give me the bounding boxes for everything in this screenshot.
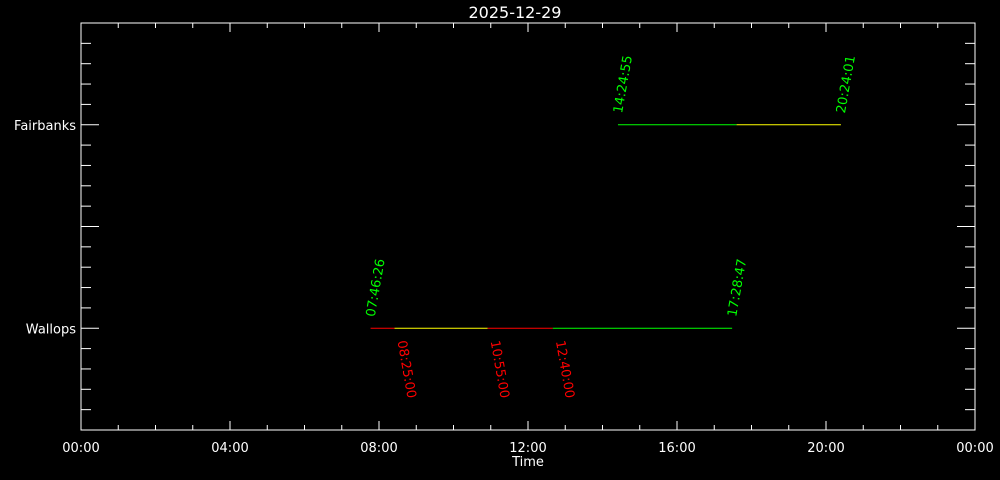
y-tick-label-wallops: Wallops [26, 322, 76, 337]
transition-time-label: 10:55:00 [487, 339, 512, 399]
start-end-time-label: 17:28:47 [725, 258, 750, 318]
x-tick-label: 04:00 [211, 441, 248, 456]
x-tick-label: 00:00 [956, 441, 993, 456]
chart-title: 2025-12-29 [469, 3, 562, 22]
start-end-time-label: 14:24:55 [611, 54, 636, 114]
start-end-time-label: 20:24:01 [834, 54, 859, 114]
plot-marks: 07:46:26 17:28:47 08:25:00 10:55:00 12:40:00… [364, 54, 859, 399]
y-tick-label-fairbanks: Fairbanks [14, 119, 76, 134]
x-tick-label: 16:00 [658, 441, 695, 456]
axes: 00:00 04:00 08:00 12:00 16:00 20:00 00:00 Wallo… [14, 22, 994, 456]
x-tick-label: 08:00 [360, 441, 397, 456]
x-tick-label: 12:00 [509, 441, 546, 456]
start-end-time-label: 07:46:26 [364, 258, 389, 318]
x-tick-label: 20:00 [807, 441, 844, 456]
x-tick-label: 00:00 [62, 441, 99, 456]
transition-time-label: 12:40:00 [552, 339, 577, 399]
transition-time-label: 08:25:00 [394, 339, 419, 399]
x-axis-label: Time [511, 455, 544, 470]
